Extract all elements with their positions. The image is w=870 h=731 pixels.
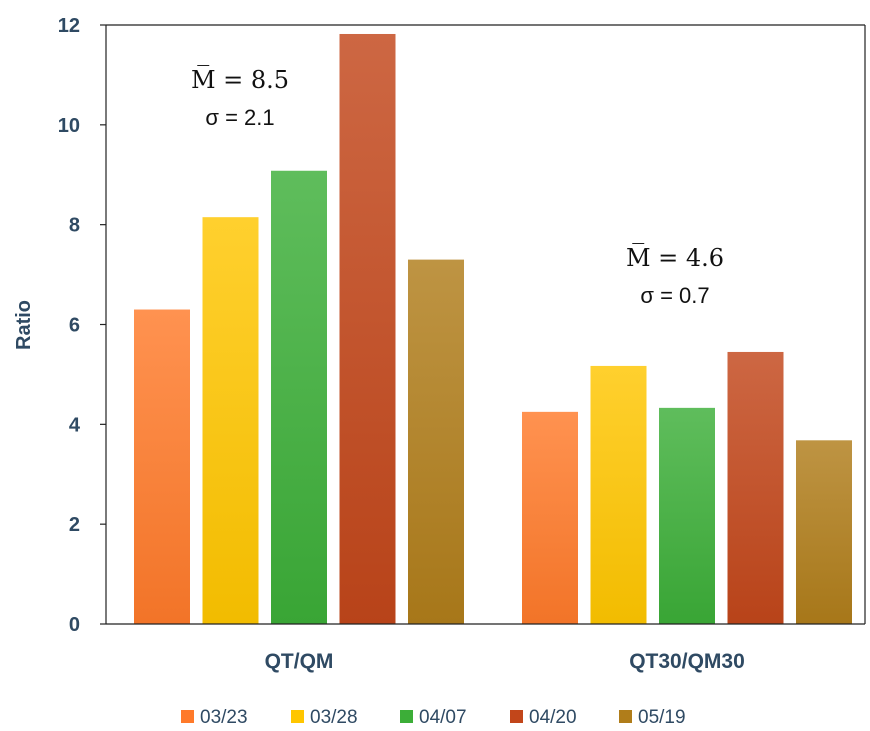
bar-05-19-qt-qm bbox=[408, 259, 464, 624]
legend-swatch bbox=[181, 710, 194, 723]
legend-label: 03/23 bbox=[200, 707, 248, 728]
y-ticks: 0 2 4 6 8 10 12 bbox=[58, 15, 106, 636]
bar-03-23-qt-qm bbox=[134, 309, 190, 624]
bar-04-07-qt-qm bbox=[271, 170, 327, 625]
y-tick-label: 0 bbox=[69, 614, 80, 636]
sigma-annotation: σ = 0.7 bbox=[640, 283, 709, 308]
sigma-annotation: σ = 2.1 bbox=[205, 105, 274, 130]
y-tick-label: 8 bbox=[69, 215, 80, 237]
y-tick-label: 10 bbox=[58, 115, 80, 137]
y-tick-label: 2 bbox=[69, 514, 80, 536]
bars-layer bbox=[134, 33, 852, 625]
legend-label: 05/19 bbox=[638, 707, 686, 728]
y-axis-title: Ratio bbox=[13, 300, 35, 350]
x-category-labels: QT/QM QT30/QM30 bbox=[265, 650, 745, 673]
legend: 03/23 03/28 04/07 04/20 05/19 bbox=[181, 707, 686, 728]
x-category-label: QT/QM bbox=[265, 650, 334, 673]
legend-swatch bbox=[510, 710, 523, 723]
bar-03-23-qt30-qm30 bbox=[522, 411, 578, 624]
y-tick-label: 6 bbox=[69, 315, 80, 337]
y-tick-label: 12 bbox=[58, 15, 80, 37]
mean-annotation: M̅ = 8.5 bbox=[191, 66, 289, 94]
bar-05-19-qt30-qm30 bbox=[796, 440, 852, 624]
y-tick-label: 4 bbox=[69, 414, 81, 436]
legend-label: 04/07 bbox=[419, 707, 467, 728]
legend-label: 03/28 bbox=[310, 707, 358, 728]
legend-swatch bbox=[619, 710, 632, 723]
bar-03-28-qt-qm bbox=[202, 217, 259, 624]
legend-label: 04/20 bbox=[529, 707, 577, 728]
bar-04-07-qt30-qm30 bbox=[659, 407, 715, 624]
legend-swatch bbox=[291, 710, 304, 723]
legend-swatch bbox=[400, 710, 413, 723]
mean-annotation: M̅ = 4.6 bbox=[626, 244, 724, 272]
bar-03-28-qt30-qm30 bbox=[590, 365, 647, 624]
bar-04-20-qt-qm bbox=[339, 33, 396, 625]
annotations: M̅ = 8.5 σ = 2.1 M̅ = 4.6 σ = 0.7 bbox=[191, 66, 724, 308]
bar-04-20-qt30-qm30 bbox=[727, 351, 784, 624]
x-category-label: QT30/QM30 bbox=[629, 650, 745, 673]
